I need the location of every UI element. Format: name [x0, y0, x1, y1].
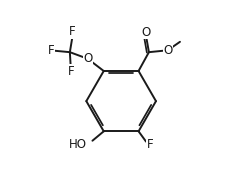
Text: O: O	[141, 26, 151, 39]
Text: O: O	[163, 44, 172, 57]
Text: HO: HO	[69, 138, 87, 151]
Text: F: F	[69, 25, 76, 38]
Text: F: F	[146, 138, 153, 151]
Text: O: O	[83, 52, 92, 65]
Text: F: F	[67, 65, 74, 78]
Text: F: F	[48, 44, 54, 57]
